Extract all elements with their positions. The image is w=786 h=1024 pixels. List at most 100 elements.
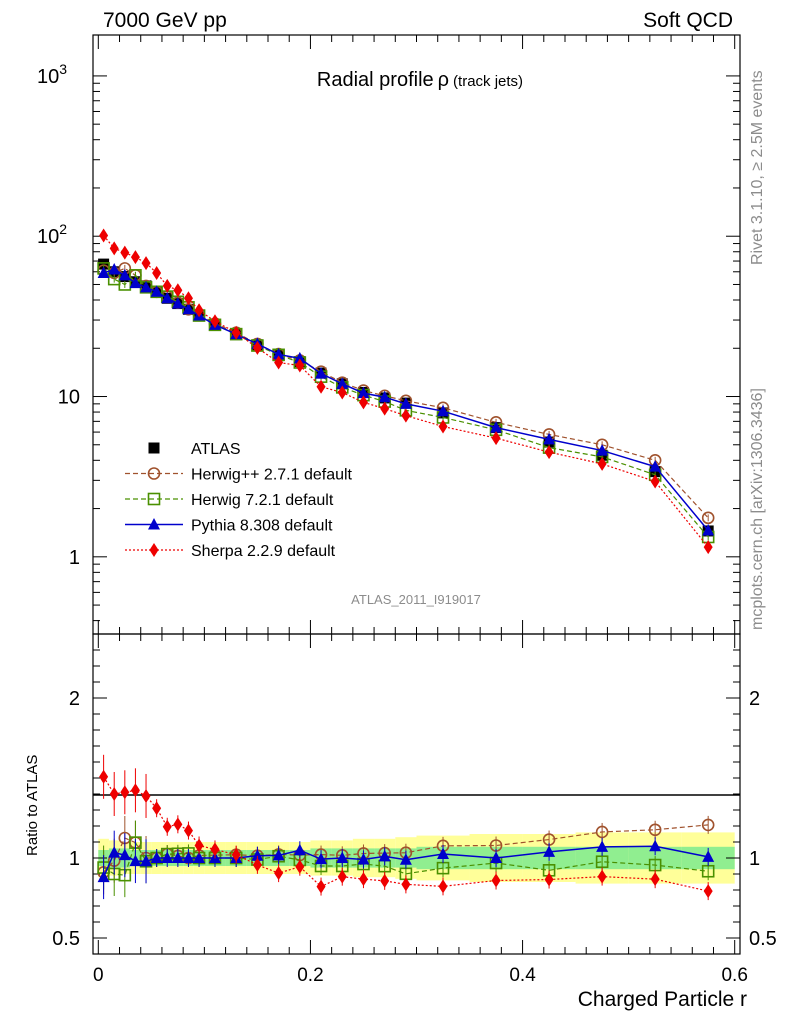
legend-item: Herwig 7.2.1 default <box>125 492 334 509</box>
ratio-point <box>108 846 121 858</box>
ratio-point <box>543 845 556 857</box>
ratio-point <box>295 859 305 874</box>
legend-label: Pythia 8.308 default <box>191 518 333 535</box>
ratio-y-tick-label: 0.5 <box>52 928 80 950</box>
ratio-point <box>97 870 110 883</box>
legend-label: Herwig 7.2.1 default <box>191 492 334 509</box>
data-point <box>378 390 391 403</box>
ratio-point <box>183 823 193 838</box>
ratio-point <box>315 852 328 865</box>
series-sherpa-2-2-9 <box>99 228 713 555</box>
ratio-point <box>702 850 715 862</box>
ratio-panel-frame <box>92 633 741 955</box>
data-point <box>401 408 411 423</box>
ratio-point <box>152 801 162 816</box>
ratio-point <box>161 851 174 863</box>
data-point <box>108 262 121 275</box>
legend-item: Herwig++ 2.7.1 default <box>125 467 353 484</box>
data-point <box>141 256 151 271</box>
data-point <box>701 511 715 525</box>
ratio-point <box>650 872 660 887</box>
rivet-label: Rivet 3.1.10, ≥ 2.5M events <box>749 70 766 265</box>
ratio-y-tick-label: 2 <box>69 688 80 710</box>
x-tick-label: 0 <box>93 965 104 986</box>
data-point <box>210 314 220 329</box>
data-point <box>438 419 448 434</box>
ratio-point <box>120 785 130 800</box>
data-point <box>130 250 140 265</box>
ratio-point <box>210 842 220 857</box>
data-point <box>182 302 195 315</box>
ratio-point <box>358 872 368 887</box>
data-point <box>118 268 131 281</box>
x-tick-label: 0.4 <box>509 965 536 986</box>
data-point <box>315 367 328 379</box>
ratio-point <box>336 851 349 863</box>
ratio-point <box>649 839 662 852</box>
ratio-point <box>490 851 503 863</box>
data-point <box>231 325 241 340</box>
ratio-point <box>293 843 306 856</box>
data-point <box>173 283 183 298</box>
y-tick-exponent: 3 <box>59 61 67 77</box>
data-point <box>357 386 370 399</box>
ratio-point <box>438 879 448 894</box>
mcplots-label: mcplots.cern.ch [arXiv:1306.3436] <box>749 388 766 630</box>
ratio-panel-series <box>97 754 715 901</box>
ratio-point <box>171 851 184 863</box>
ratio-point <box>231 847 241 862</box>
x-tick-label: 0.2 <box>297 965 323 986</box>
ratio-point <box>173 817 183 832</box>
data-point <box>162 278 172 293</box>
header-left: 7000 GeV pp <box>103 9 227 32</box>
data-point <box>337 385 347 400</box>
ratio-point <box>544 872 554 887</box>
data-point <box>129 276 142 289</box>
data-point <box>437 404 450 417</box>
data-point <box>491 431 501 446</box>
ratio-y-tick-label-right: 2 <box>749 688 760 710</box>
data-point <box>293 351 306 364</box>
series-line-sherpa-2-2-9 <box>103 235 709 548</box>
axis-ticks <box>93 35 740 955</box>
ratio-point <box>648 823 662 837</box>
ratio-point <box>129 854 142 867</box>
data-point <box>272 347 285 360</box>
data-point <box>99 228 109 243</box>
data-point <box>183 291 193 306</box>
ratio-point <box>272 848 285 861</box>
ratio-point <box>140 854 153 867</box>
legend-item: Sherpa 2.2.9 default <box>125 543 336 560</box>
ratio-point <box>337 869 347 884</box>
data-point <box>336 377 349 389</box>
data-point <box>703 540 713 555</box>
ratio-y-axis-label: Ratio to ATLAS <box>24 755 41 856</box>
data-point <box>649 460 662 472</box>
data-point <box>109 241 119 256</box>
ratio-point <box>162 819 172 834</box>
ratio-point <box>193 851 206 863</box>
ratio-point <box>399 853 412 865</box>
title-symbol: ρ <box>438 69 449 91</box>
legend: ATLAS Herwig++ 2.7.1 default Herwig 7.2.1 … <box>125 441 353 560</box>
x-tick-label: 0.6 <box>721 965 747 986</box>
ratio-point <box>194 838 204 853</box>
data-point <box>194 303 204 318</box>
ratio-point <box>595 855 609 869</box>
ratio-point <box>252 857 262 872</box>
ratio-point <box>109 787 119 801</box>
legend-marker <box>148 442 160 454</box>
legend-item: Pythia 8.308 default <box>125 518 333 535</box>
y-tick-exponent: 2 <box>59 221 67 237</box>
data-point <box>316 379 326 394</box>
legend-marker <box>148 518 160 530</box>
y-tick-label: 1 <box>69 547 80 569</box>
ratio-point <box>597 869 607 884</box>
legend-label: Herwig++ 2.7.1 default <box>191 467 353 484</box>
ratio-point <box>491 873 501 888</box>
data-point <box>274 355 284 370</box>
data-point <box>97 266 110 278</box>
ratio-point <box>378 849 391 862</box>
title-suffix: (track jets) <box>453 73 523 90</box>
